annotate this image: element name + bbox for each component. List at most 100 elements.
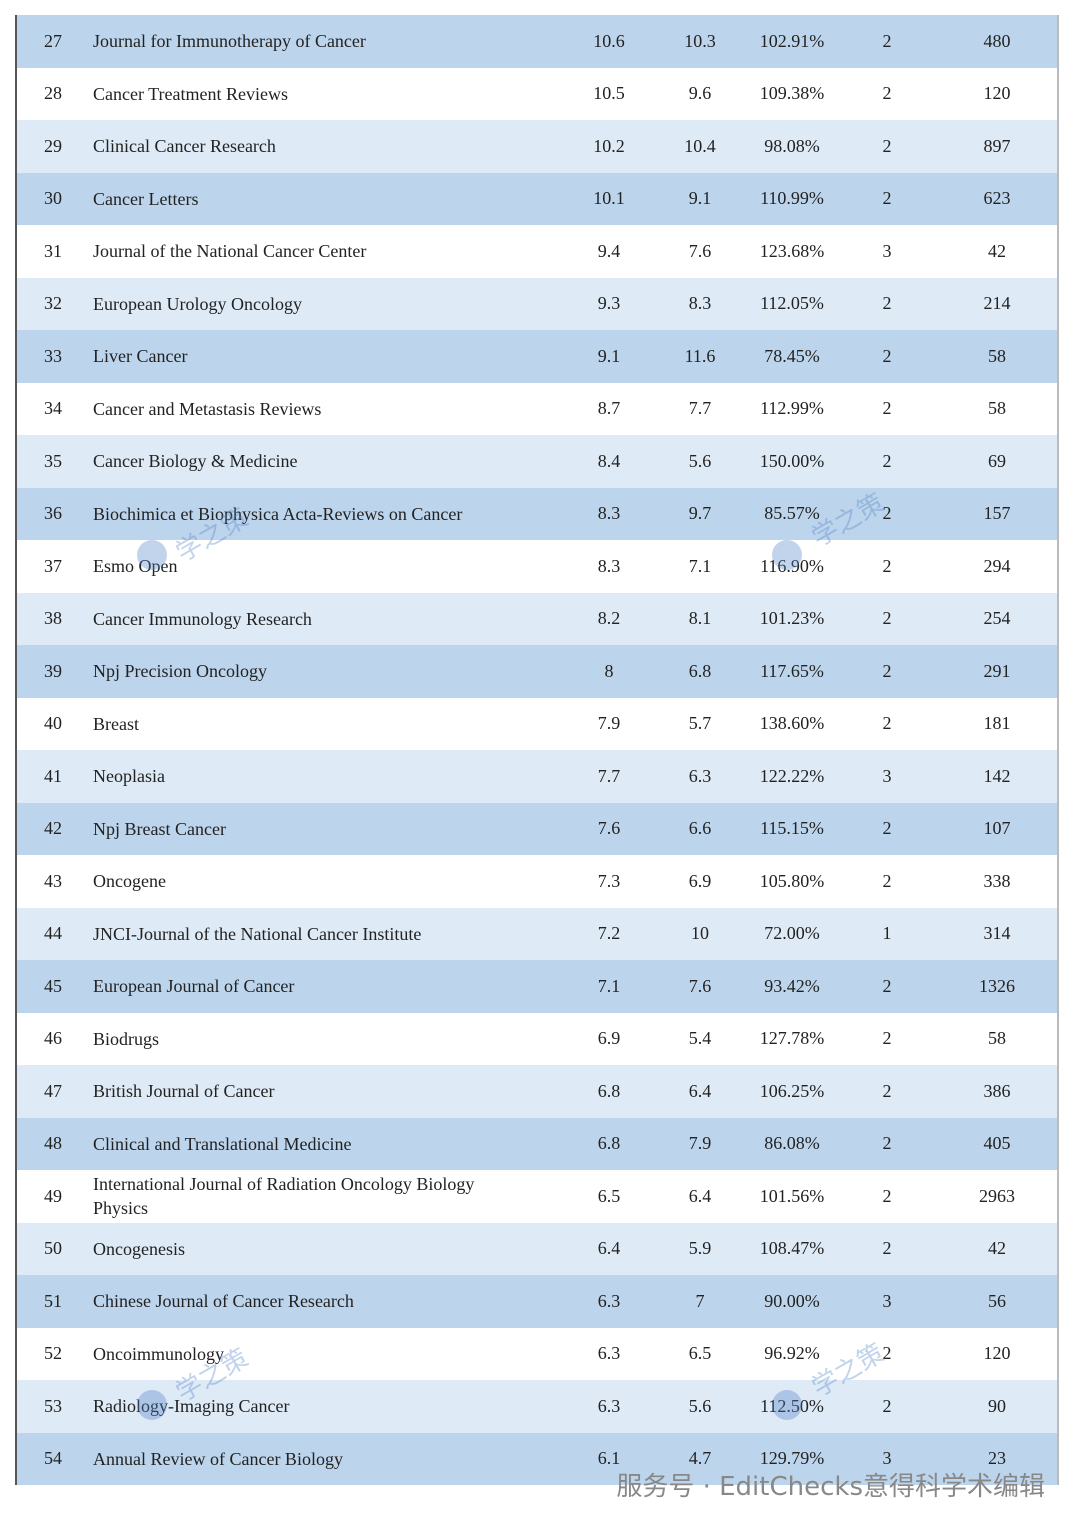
percent: 86.08% bbox=[764, 1133, 820, 1154]
percent: 108.47% bbox=[759, 1238, 825, 1259]
value: 4.7 bbox=[688, 1448, 712, 1469]
journal-name: Neoplasia bbox=[93, 766, 165, 787]
rank: 38 bbox=[44, 608, 62, 629]
percent: 90.00% bbox=[764, 1290, 820, 1311]
table-row: 46 Biodrugs 6.9 5.4 127.78% 2 58 bbox=[17, 1012, 1057, 1065]
journal-name: Cancer Treatment Reviews bbox=[93, 83, 288, 104]
total: 314 bbox=[983, 923, 1011, 944]
value: 9.7 bbox=[688, 503, 712, 524]
count: 2 bbox=[882, 713, 892, 734]
percent: 110.99% bbox=[760, 188, 824, 209]
percent: 115.15% bbox=[760, 818, 824, 839]
rank: 48 bbox=[44, 1133, 62, 1154]
count: 2 bbox=[882, 30, 892, 51]
total: 214 bbox=[983, 293, 1011, 314]
value: 10 bbox=[691, 923, 709, 944]
table-row: 36 Biochimica et Biophysica Acta-Reviews … bbox=[17, 487, 1057, 540]
total: 120 bbox=[983, 1343, 1011, 1364]
value: 9.4 bbox=[597, 240, 621, 261]
total: 42 bbox=[988, 240, 1006, 261]
count: 2 bbox=[882, 450, 892, 471]
count: 2 bbox=[882, 1028, 892, 1049]
value: 7.6 bbox=[688, 240, 712, 261]
rank: 54 bbox=[44, 1448, 62, 1469]
value: 5.9 bbox=[688, 1238, 712, 1259]
table-row: 41 Neoplasia 7.7 6.3 122.22% 3 142 bbox=[17, 750, 1057, 803]
total: 157 bbox=[983, 503, 1011, 524]
value: 5.6 bbox=[688, 450, 712, 471]
count: 2 bbox=[882, 975, 892, 996]
total: 254 bbox=[983, 608, 1011, 629]
rank: 50 bbox=[44, 1238, 62, 1259]
value: 6.9 bbox=[597, 1028, 621, 1049]
rank: 37 bbox=[44, 555, 62, 576]
journal-name: Chinese Journal of Cancer Research bbox=[93, 1291, 354, 1312]
rank: 44 bbox=[44, 923, 62, 944]
count: 2 bbox=[882, 83, 892, 104]
value: 6.4 bbox=[597, 1238, 621, 1259]
value: 6.8 bbox=[597, 1080, 621, 1101]
rank: 40 bbox=[44, 713, 62, 734]
rank: 30 bbox=[44, 188, 62, 209]
table-row: 47 British Journal of Cancer 6.8 6.4 106.25%… bbox=[17, 1065, 1057, 1118]
total: 58 bbox=[988, 1028, 1006, 1049]
table-row: 37 Esmo Open 8.3 7.1 116.90% 2 294 bbox=[17, 540, 1057, 593]
journal-name: Journal for Immunotherapy of Cancer bbox=[93, 31, 366, 52]
value: 7.7 bbox=[597, 765, 621, 786]
total: 405 bbox=[983, 1133, 1011, 1154]
value: 9.1 bbox=[597, 345, 621, 366]
rank: 35 bbox=[44, 450, 62, 471]
percent: 105.80% bbox=[759, 870, 825, 891]
journal-name: European Journal of Cancer bbox=[93, 976, 295, 997]
rank: 28 bbox=[44, 83, 62, 104]
total: 69 bbox=[988, 450, 1006, 471]
watermark-icon bbox=[772, 540, 802, 570]
table-row: 30 Cancer Letters 10.1 9.1 110.99% 2 623 bbox=[17, 172, 1057, 225]
value: 5.4 bbox=[688, 1028, 712, 1049]
table-row: 31 Journal of the National Cancer Center 9… bbox=[17, 225, 1057, 278]
value: 10.2 bbox=[593, 135, 625, 156]
percent: 127.78% bbox=[759, 1028, 825, 1049]
table-row: 39 Npj Precision Oncology 8 6.8 117.65% 2 291 bbox=[17, 645, 1057, 698]
value: 10.4 bbox=[684, 135, 716, 156]
journal-name: Cancer and Metastasis Reviews bbox=[93, 398, 322, 419]
percent: 129.79% bbox=[759, 1448, 825, 1469]
value: 7.3 bbox=[597, 870, 621, 891]
count: 2 bbox=[882, 1080, 892, 1101]
percent: 112.50% bbox=[760, 1395, 824, 1416]
table-row: 53 Radiology-Imaging Cancer 6.3 5.6 112.50% 2… bbox=[17, 1380, 1057, 1433]
value: 5.7 bbox=[688, 713, 712, 734]
table-row: 44 JNCI-Journal of the National Cancer In… bbox=[17, 907, 1057, 960]
rank: 34 bbox=[44, 398, 62, 419]
journal-name: Npj Breast Cancer bbox=[93, 818, 226, 839]
value: 6.3 bbox=[597, 1290, 621, 1311]
total: 120 bbox=[983, 83, 1011, 104]
total: 291 bbox=[983, 660, 1011, 681]
value: 10.5 bbox=[593, 83, 625, 104]
count: 2 bbox=[882, 503, 892, 524]
rank: 36 bbox=[44, 503, 62, 524]
value: 7.1 bbox=[597, 975, 621, 996]
journal-name: Biochimica et Biophysica Acta-Reviews on… bbox=[93, 503, 463, 524]
percent: 78.45% bbox=[764, 345, 820, 366]
journal-name: Clinical Cancer Research bbox=[93, 136, 276, 157]
count: 2 bbox=[882, 345, 892, 366]
percent: 109.38% bbox=[759, 83, 825, 104]
percent: 122.22% bbox=[759, 765, 825, 786]
total: 338 bbox=[983, 870, 1011, 891]
rank: 32 bbox=[44, 293, 62, 314]
rank: 41 bbox=[44, 765, 62, 786]
value: 6.3 bbox=[688, 765, 712, 786]
value: 6.4 bbox=[688, 1185, 712, 1206]
value: 7.7 bbox=[688, 398, 712, 419]
value: 8.3 bbox=[597, 555, 621, 576]
table-row: 32 European Urology Oncology 9.3 8.3 112.05%… bbox=[17, 277, 1057, 330]
percent: 93.42% bbox=[764, 975, 820, 996]
percent: 123.68% bbox=[759, 240, 825, 261]
watermark-icon bbox=[137, 540, 167, 570]
table-row: 38 Cancer Immunology Research 8.2 8.1 101.23… bbox=[17, 592, 1057, 645]
count: 2 bbox=[882, 1133, 892, 1154]
total: 142 bbox=[983, 765, 1011, 786]
percent: 85.57% bbox=[764, 503, 820, 524]
count: 2 bbox=[882, 1238, 892, 1259]
